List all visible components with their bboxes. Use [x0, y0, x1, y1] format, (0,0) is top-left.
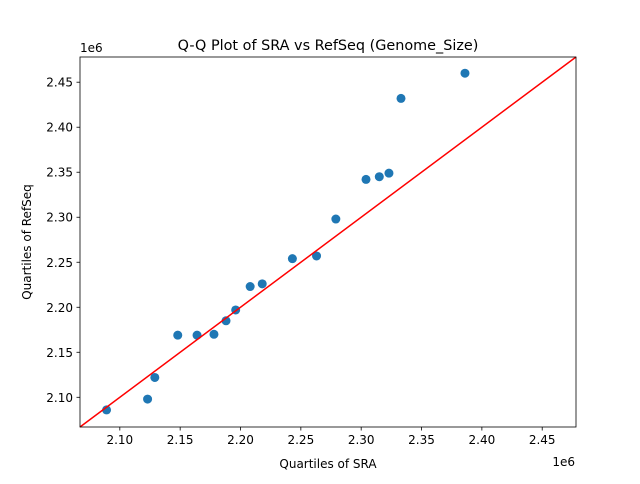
data-point-12: [331, 214, 341, 224]
x-tick-label: 2.35: [408, 433, 435, 447]
data-point-5: [209, 329, 219, 339]
y-axis-label: Quartiles of RefSeq: [20, 184, 34, 300]
data-point-15: [384, 168, 394, 178]
chart-title: Q-Q Plot of SRA vs RefSeq (Genome_Size): [178, 38, 479, 54]
x-tick-label: 2.10: [106, 433, 133, 447]
data-point-8: [245, 282, 255, 292]
reference-line: [79, 56, 577, 428]
data-point-2: [150, 372, 160, 382]
y-tick-label: 2.30: [46, 211, 73, 225]
x-axis: 2.10 2.15 2.20 2.25 2.30 2.35 2.40 2.45: [106, 427, 556, 447]
x-tick-label: 2.30: [348, 433, 375, 447]
x-tick-label: 2.40: [469, 433, 496, 447]
data-point-1: [143, 394, 153, 404]
data-point-17: [460, 68, 470, 78]
y-tick-label: 2.15: [46, 346, 73, 360]
data-point-13: [361, 174, 371, 184]
y-tick-label: 2.25: [46, 256, 73, 270]
y-tick-label: 2.40: [46, 121, 73, 135]
plot-area: [79, 56, 577, 428]
y-offset-label: 1e6: [80, 41, 103, 55]
data-point-3: [173, 330, 183, 340]
data-point-4: [192, 330, 202, 340]
y-tick-label: 2.10: [46, 391, 73, 405]
x-offset-label: 1e6: [552, 455, 575, 469]
axes-frame: [79, 56, 577, 428]
y-tick-label: 2.35: [46, 166, 73, 180]
data-point-10: [287, 254, 297, 264]
y-tick-label: 2.20: [46, 301, 73, 315]
data-point-14: [374, 172, 384, 182]
data-point-16: [396, 93, 406, 103]
y-axis: 2.10 2.15 2.20 2.25 2.30 2.35 2.40 2.45: [46, 76, 80, 405]
data-point-0: [102, 405, 112, 415]
x-tick-label: 2.15: [167, 433, 194, 447]
x-tick-label: 2.25: [287, 433, 314, 447]
data-point-11: [312, 251, 322, 261]
x-tick-label: 2.45: [529, 433, 556, 447]
data-point-9: [257, 279, 267, 289]
y-tick-label: 2.45: [46, 76, 73, 90]
data-point-6: [221, 316, 231, 326]
x-axis-label: Quartiles of SRA: [279, 457, 377, 471]
x-tick-label: 2.20: [227, 433, 254, 447]
